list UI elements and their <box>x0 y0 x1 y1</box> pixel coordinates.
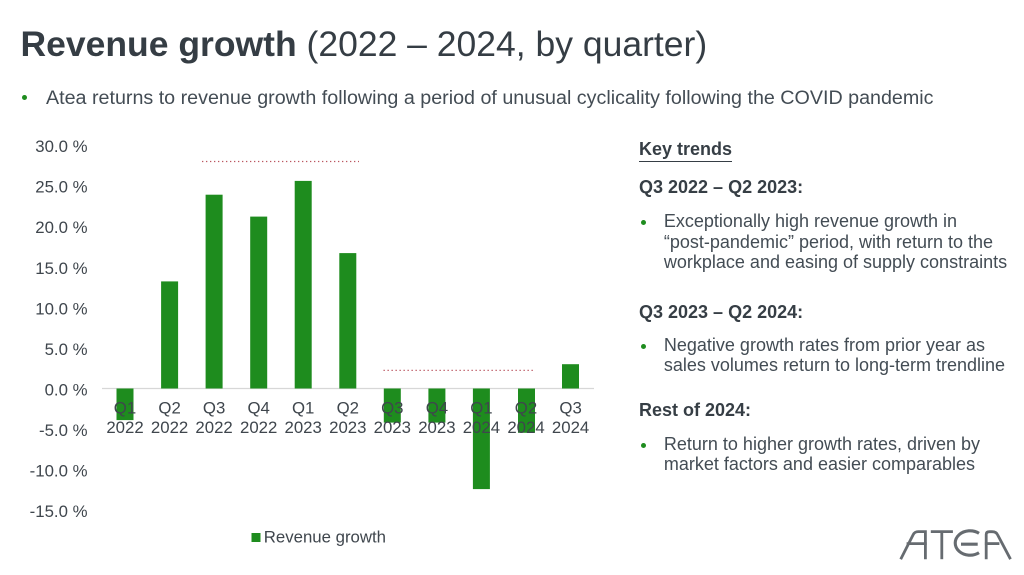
svg-text:0.0 %: 0.0 % <box>45 381 88 400</box>
svg-text:Q2: Q2 <box>337 399 359 418</box>
svg-text:20.0 %: 20.0 % <box>35 218 87 237</box>
svg-text:2022: 2022 <box>106 418 143 437</box>
svg-text:2022: 2022 <box>195 418 232 437</box>
svg-text:-10.0 %: -10.0 % <box>30 462 88 481</box>
svg-text:Q1: Q1 <box>114 399 136 418</box>
svg-text:-15.0 %: -15.0 % <box>30 502 88 521</box>
svg-text:30.0 %: 30.0 % <box>35 137 87 156</box>
svg-text:Q1: Q1 <box>292 399 314 418</box>
svg-text:Q2: Q2 <box>158 399 180 418</box>
svg-text:Q1: Q1 <box>470 399 492 418</box>
svg-text:2024: 2024 <box>552 418 589 437</box>
svg-text:-5.0 %: -5.0 % <box>39 421 88 440</box>
svg-text:25.0 %: 25.0 % <box>35 178 87 197</box>
svg-text:5.0 %: 5.0 % <box>45 340 88 359</box>
svg-text:2023: 2023 <box>374 418 411 437</box>
svg-text:2024: 2024 <box>463 418 500 437</box>
svg-text:Q3: Q3 <box>559 399 581 418</box>
svg-text:Q4: Q4 <box>248 399 270 418</box>
svg-text:2024: 2024 <box>507 418 544 437</box>
svg-text:Q3: Q3 <box>381 399 403 418</box>
svg-text:2023: 2023 <box>418 418 455 437</box>
svg-text:Revenue growth: Revenue growth <box>264 528 386 547</box>
svg-text:Q2: Q2 <box>515 399 537 418</box>
svg-text:2023: 2023 <box>285 418 322 437</box>
svg-text:10.0 %: 10.0 % <box>35 299 87 318</box>
svg-text:2022: 2022 <box>151 418 188 437</box>
svg-text:Q3: Q3 <box>203 399 225 418</box>
svg-text:2022: 2022 <box>240 418 277 437</box>
svg-text:15.0 %: 15.0 % <box>35 259 87 278</box>
svg-text:2023: 2023 <box>329 418 366 437</box>
svg-text:Q4: Q4 <box>426 399 448 418</box>
